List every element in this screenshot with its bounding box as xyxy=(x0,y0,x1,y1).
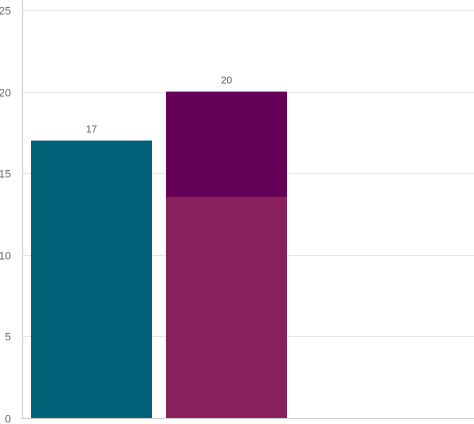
bar-segment xyxy=(31,140,152,418)
y-tick-label: 10 xyxy=(0,251,11,263)
bars xyxy=(31,91,287,418)
bar-segment xyxy=(166,91,287,198)
bar-segment xyxy=(166,197,287,418)
bar-total-label: 20 xyxy=(221,76,233,87)
y-tick-label: 20 xyxy=(0,88,11,100)
y-tick-label: 0 xyxy=(5,414,11,424)
bar-total-label: 17 xyxy=(86,125,98,136)
y-tick-label: 15 xyxy=(0,169,11,181)
y-tick-label: 5 xyxy=(5,332,11,344)
y-tick-label: 25 xyxy=(0,6,11,18)
